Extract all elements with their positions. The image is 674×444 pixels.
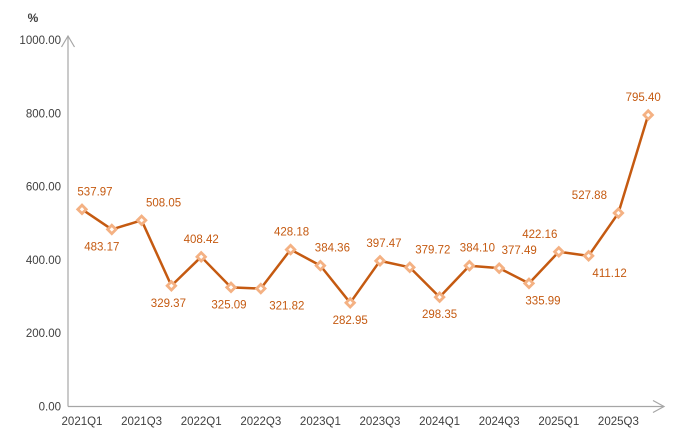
x-tick-label: 2024Q3 bbox=[479, 416, 520, 428]
data-point-marker-2025Q1 bbox=[552, 245, 565, 258]
data-label-2023Q1: 384.36 bbox=[315, 243, 350, 255]
data-point-marker-2025Q3 bbox=[612, 206, 625, 220]
y-axis-unit-label: % bbox=[28, 11, 39, 25]
y-tick-label: 400.00 bbox=[26, 255, 61, 267]
data-label-2025Q4: 795.40 bbox=[626, 92, 661, 104]
data-point-marker-2022Q2 bbox=[224, 281, 238, 294]
data-label-2024Q3: 377.49 bbox=[502, 245, 537, 257]
x-tick-label: 2024Q1 bbox=[419, 416, 460, 428]
data-label-2025Q3: 527.88 bbox=[572, 190, 607, 202]
x-tick-label: 2025Q1 bbox=[538, 416, 579, 428]
data-label-2021Q4: 329.37 bbox=[151, 298, 186, 310]
data-point-marker-2024Q3 bbox=[493, 261, 506, 275]
x-tick-label: 2022Q3 bbox=[240, 416, 281, 428]
data-label-2024Q1: 298.35 bbox=[422, 309, 457, 321]
series-line bbox=[80, 113, 650, 305]
data-point-marker-2025Q4 bbox=[642, 108, 655, 122]
data-label-2023Q4: 379.72 bbox=[415, 244, 450, 256]
data-point-marker-2025Q2 bbox=[582, 249, 595, 263]
data-label-2022Q4: 428.18 bbox=[274, 227, 309, 239]
data-label-2022Q1: 408.42 bbox=[184, 234, 219, 246]
data-label-2021Q1: 537.97 bbox=[77, 186, 112, 198]
data-label-2022Q2: 325.09 bbox=[211, 299, 246, 311]
y-tick-label: 800.00 bbox=[26, 108, 61, 120]
data-point-marker-2022Q3 bbox=[254, 282, 267, 295]
data-label-2025Q2: 411.12 bbox=[592, 268, 626, 280]
data-label-2021Q3: 508.05 bbox=[146, 197, 181, 209]
data-label-2025Q1: 422.16 bbox=[522, 229, 557, 241]
data-point-marker-2022Q4 bbox=[284, 243, 297, 256]
data-point-marker-2023Q3 bbox=[373, 254, 387, 268]
y-tick-label: 1000.00 bbox=[19, 35, 61, 47]
data-point-marker-2023Q4 bbox=[403, 261, 416, 274]
data-point-marker-2021Q1 bbox=[75, 203, 89, 216]
data-point-marker-2024Q4 bbox=[522, 277, 536, 290]
line-series bbox=[75, 108, 655, 309]
x-axis-arrow-icon bbox=[652, 399, 666, 414]
data-point-marker-2021Q2 bbox=[105, 223, 118, 236]
data-point-marker-2023Q2 bbox=[344, 296, 357, 309]
data-point-marker-2021Q3 bbox=[135, 214, 148, 227]
data-label-2024Q4: 335.99 bbox=[525, 295, 560, 307]
chart-axes: % 0.00 200.00 400.00 600.00 800.00 1000.00 2021… bbox=[19, 11, 666, 428]
y-axis-arrow-icon bbox=[60, 34, 76, 48]
y-tick-label: 200.00 bbox=[26, 328, 61, 340]
data-point-marker-2024Q2 bbox=[463, 259, 476, 272]
data-label-2021Q2: 483.17 bbox=[84, 241, 119, 253]
data-label-2023Q3: 397.47 bbox=[366, 238, 401, 250]
x-tick-label: 2021Q3 bbox=[121, 416, 162, 428]
x-tick-label: 2025Q3 bbox=[598, 416, 639, 428]
data-label-2022Q3: 321.82 bbox=[269, 301, 304, 313]
data-label-2023Q2: 282.95 bbox=[333, 315, 368, 327]
data-label-2024Q2: 384.10 bbox=[460, 243, 495, 255]
x-tick-label: 2021Q1 bbox=[62, 416, 103, 428]
data-point-marker-2023Q1 bbox=[314, 259, 327, 272]
y-tick-label: 0.00 bbox=[39, 402, 61, 414]
data-point-marker-2024Q1 bbox=[433, 290, 446, 304]
data-point-marker-2022Q1 bbox=[195, 250, 208, 263]
x-tick-label: 2022Q1 bbox=[181, 416, 222, 428]
data-labels: 537.97 483.17 508.05 329.37 408.42 325.09 321.… bbox=[77, 92, 660, 327]
x-tick-label: 2023Q3 bbox=[360, 416, 401, 428]
x-tick-label: 2023Q1 bbox=[300, 416, 341, 428]
data-point-marker-2021Q4 bbox=[165, 279, 178, 292]
y-tick-label: 600.00 bbox=[26, 182, 61, 194]
